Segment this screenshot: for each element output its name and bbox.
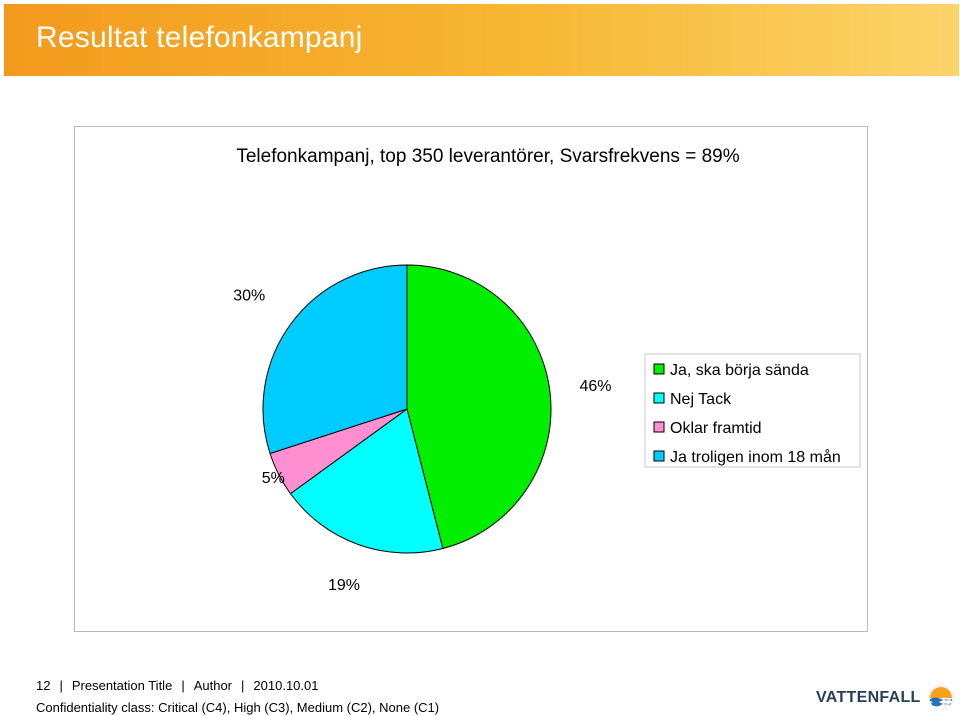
footer-separator: | [241, 678, 245, 693]
slice-label: 19% [328, 577, 360, 594]
pie-slice [406, 264, 552, 550]
slice-label: 30% [233, 287, 265, 304]
footer-separator: | [181, 678, 185, 693]
footer-meta: 12 | Presentation Title | Author | 2010.10.01 [36, 678, 318, 693]
legend-swatch [653, 363, 665, 375]
vattenfall-logo-icon [928, 685, 953, 711]
pie-labels: 46% 19% 5% 30% [233, 287, 611, 594]
chart-title: Telefonkampanj, top 350 leverantörer, Sv… [236, 146, 739, 167]
legend-swatch [653, 421, 665, 433]
confidentiality-note: Confidentiality class: Critical (C4), Hi… [36, 700, 440, 715]
page-number: 12 [36, 678, 51, 693]
slice-label: 5% [262, 470, 285, 487]
footer-date: 2010.10.01 [253, 678, 319, 693]
legend-label: Oklar framtid [670, 420, 762, 437]
chart-frame: Telefonkampanj, top 350 leverantörer, Sv… [74, 126, 868, 632]
slice-label: 46% [579, 378, 611, 395]
legend: Ja, ska börja sända Nej Tack Oklar framtid… [644, 353, 861, 468]
legend-swatch [653, 450, 665, 462]
presentation-title: Presentation Title [71, 678, 173, 693]
pie-chart: Telefonkampanj, top 350 leverantörer, Sv… [233, 146, 861, 594]
footer-separator: | [59, 678, 63, 693]
pie-slice [289, 408, 444, 554]
legend-label: Ja, ska börja sända [670, 362, 809, 379]
pie-slices [262, 264, 552, 554]
legend-label: Ja troligen inom 18 mån [670, 448, 841, 466]
logo-text: VATTENFALL [816, 689, 921, 706]
header-bar [4, 4, 959, 76]
footer-author: Author [193, 678, 233, 693]
slide-title: Resultat telefonkampanj [36, 21, 363, 54]
legend-label: Nej Tack [670, 391, 732, 408]
legend-box [644, 353, 861, 468]
legend-swatch [653, 392, 665, 404]
vattenfall-logo: VATTENFALL [816, 683, 955, 713]
pie-slice [262, 264, 408, 455]
